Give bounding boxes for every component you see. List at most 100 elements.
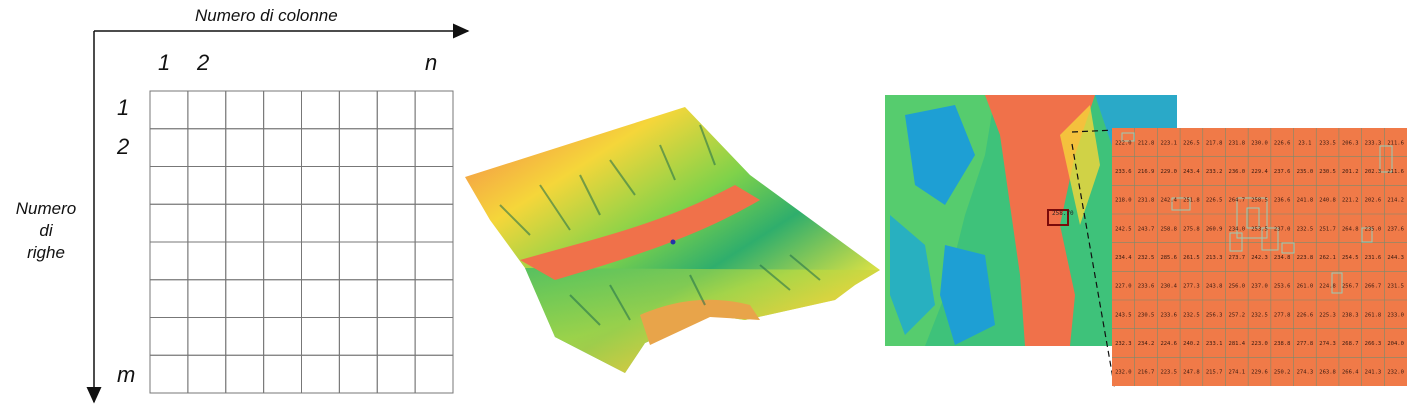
axis-rows-label-line: di — [39, 221, 53, 240]
grid-cell — [376, 203, 416, 243]
raster-cell-value: 214.2 — [1387, 198, 1404, 204]
raster-cell-value: 242.5 — [1115, 226, 1132, 232]
raster-cell-value: 232.0 — [1387, 370, 1404, 376]
raster-values: 222.0 212.8 223.1 226.5 217.8 231.8 230.0 226.6… — [1115, 140, 1404, 375]
grid-cell — [338, 279, 378, 318]
raster-cell-value: 244.3 — [1387, 255, 1404, 261]
raster-cell-value: 237.6 — [1387, 226, 1404, 232]
raster-cell-value: 211.6 — [1387, 169, 1404, 175]
grid-cell — [263, 317, 302, 356]
raster-cell-value: 234.0 — [1229, 226, 1246, 232]
raster-cell-value: 225.3 — [1319, 312, 1336, 318]
grid-cell — [225, 203, 265, 243]
raster-cell-value: 261.5 — [1183, 255, 1200, 261]
grid-cell — [149, 90, 189, 130]
raster-cell-value: 231.8 — [1229, 140, 1246, 146]
grid-cell — [414, 354, 454, 394]
raster-cell-value: 23.1 — [1298, 140, 1311, 146]
grid-cell — [301, 128, 340, 167]
raster-cell-value: 226.6 — [1274, 140, 1291, 146]
raster-cell-value: 263.8 — [1319, 370, 1336, 376]
grid-cell — [149, 241, 189, 281]
raster-cell-value: 231.5 — [1387, 284, 1404, 290]
raster-values-panel: 222.0 212.8 223.1 226.5 217.8 231.8 230.0 226.6… — [1112, 128, 1407, 386]
grid-cell — [376, 90, 416, 130]
grid-cell — [225, 279, 265, 318]
raster-cell-value: 235.0 — [1365, 226, 1382, 232]
row-label-m: m — [117, 362, 136, 387]
raster-cell-value: 223.8 — [1297, 255, 1314, 261]
grid-cells — [149, 90, 454, 394]
grid-cell — [414, 90, 454, 130]
raster-cell-value: 213.3 — [1206, 255, 1223, 261]
raster-cell-value: 241.3 — [1365, 370, 1382, 376]
raster-cell-value: 258.8 — [1160, 226, 1177, 232]
raster-cell-value: 222.0 — [1115, 140, 1132, 146]
raster-cell-value: 251.8 — [1183, 198, 1200, 204]
grid-cell — [187, 90, 227, 130]
raster-cell-value: 218.0 — [1115, 198, 1132, 204]
grid-cell — [338, 241, 378, 281]
grid-cell — [225, 241, 265, 281]
raster-cell-value: 224.6 — [1160, 341, 1177, 347]
zoom-connector — [1071, 129, 1116, 391]
grid-axes — [86, 23, 470, 404]
raster-cell-value: 256.7 — [1342, 284, 1359, 290]
raster-cell-value: 253.6 — [1274, 284, 1291, 290]
grid-cell — [338, 203, 378, 243]
raster-cell-value: 261.8 — [1365, 312, 1382, 318]
raster-cell-value: 240.2 — [1183, 341, 1200, 347]
raster-cell-value: 243.5 — [1115, 312, 1132, 318]
grid-cell — [149, 354, 189, 394]
raster-cell-value: 257.2 — [1229, 312, 1246, 318]
raster-cell-value: 230.0 — [1251, 140, 1268, 146]
grid-cell — [187, 203, 227, 243]
raster-cell-value: 229.0 — [1160, 169, 1177, 175]
raster-cell-value: 277.3 — [1183, 284, 1200, 290]
raster-cell-value: 237.0 — [1251, 284, 1268, 290]
grid-cell — [338, 354, 378, 394]
raster-cell-value: 212.8 — [1138, 140, 1155, 146]
grid-cell — [301, 203, 340, 243]
raster-cell-value: 230.5 — [1319, 169, 1336, 175]
raster-cell-value: 266.3 — [1365, 341, 1382, 347]
axis-rows-label: Numero di righe — [8, 198, 84, 264]
raster-cell-value: 277.8 — [1297, 341, 1314, 347]
grid-cell — [225, 354, 265, 394]
grid-cell — [301, 317, 340, 356]
raster-cell-value: 273.7 — [1229, 255, 1246, 261]
row-label-2: 2 — [117, 134, 130, 159]
grid-cell — [225, 90, 265, 130]
raster-cell-value: 238.3 — [1342, 312, 1359, 318]
grid-cell — [187, 128, 227, 167]
raster-cell-value: 233.6 — [1160, 312, 1177, 318]
raster-cell-value: 233.1 — [1206, 341, 1223, 347]
grid-cell — [149, 128, 189, 167]
raster-cell-value: 232.5 — [1183, 312, 1200, 318]
raster-cell-value: 232.5 — [1297, 226, 1314, 232]
grid-cell — [263, 354, 302, 394]
raster-cell-value: 258.5 — [1251, 198, 1268, 204]
grid-cell — [301, 279, 340, 318]
raster-cell-value: 233.0 — [1387, 312, 1404, 318]
raster-cell-value: 206.3 — [1342, 140, 1359, 146]
grid-cell — [414, 279, 454, 318]
grid-cell — [187, 166, 227, 205]
grid-cell — [263, 203, 302, 243]
axis-rows-label-line: righe — [27, 243, 65, 262]
raster-cell-value: 233.2 — [1206, 169, 1223, 175]
grid-cell — [376, 354, 416, 394]
axis-rows-label-line: Numero — [15, 199, 77, 218]
grid-cell — [187, 317, 227, 356]
raster-cell-value: 204.0 — [1387, 341, 1404, 347]
raster-cell-value: 226.5 — [1183, 140, 1200, 146]
axis-columns-label: Numero di colonne — [195, 6, 338, 25]
grid-cell — [376, 166, 416, 205]
raster-cell-value: 232.0 — [1115, 370, 1132, 376]
raster-cell-value: 247.8 — [1183, 370, 1200, 376]
grid-cell — [414, 128, 454, 167]
grid-cell — [263, 166, 302, 205]
grid-cell — [225, 317, 265, 356]
raster-cell-value: 202.6 — [1365, 198, 1382, 204]
raster-cell-value: 262.1 — [1319, 255, 1336, 261]
